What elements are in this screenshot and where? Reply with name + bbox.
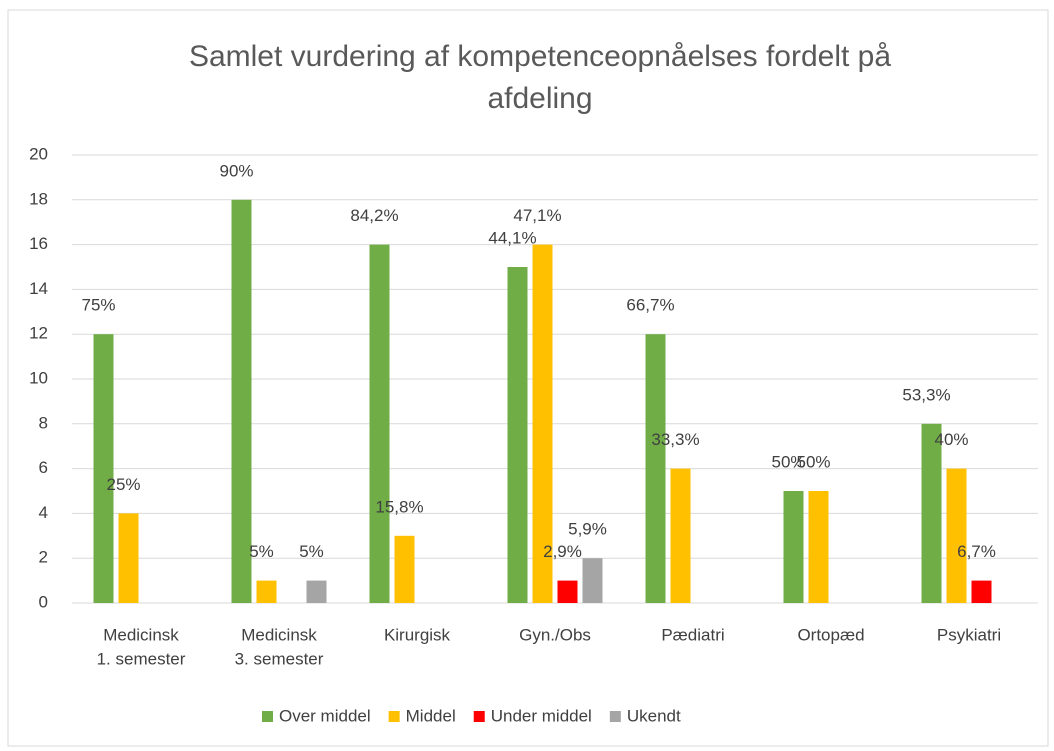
data-label: 90% xyxy=(219,161,253,180)
y-tick-label: 10 xyxy=(29,368,48,387)
bar xyxy=(532,244,553,603)
legend-label: Middel xyxy=(406,706,456,725)
y-tick-label: 18 xyxy=(29,189,48,208)
bar xyxy=(118,513,139,603)
legend-swatch xyxy=(609,711,621,722)
data-label: 33,3% xyxy=(651,430,699,449)
chart-title: Samlet vurdering af kompetenceopnåelses … xyxy=(189,40,891,73)
data-label: 2,9% xyxy=(543,542,582,561)
y-tick-label: 16 xyxy=(29,234,48,253)
data-label: 50% xyxy=(771,452,805,471)
y-tick-label: 20 xyxy=(29,144,48,163)
data-label: 15,8% xyxy=(375,497,423,516)
bar xyxy=(808,491,829,603)
data-label: 25% xyxy=(106,475,140,494)
legend-swatch xyxy=(388,711,400,722)
data-label: 40% xyxy=(934,430,968,449)
data-label: 75% xyxy=(81,296,115,315)
x-tick-label: 1. semester xyxy=(97,649,186,668)
bar xyxy=(306,580,327,603)
legend-swatch xyxy=(262,711,273,722)
bar xyxy=(971,580,992,603)
data-label: 53,3% xyxy=(902,385,950,404)
data-label: 84,2% xyxy=(350,206,398,225)
bar xyxy=(256,580,277,603)
bar xyxy=(921,423,942,603)
chart-border xyxy=(7,9,1049,747)
bar xyxy=(582,558,603,603)
data-label: 47,1% xyxy=(513,206,561,225)
bar xyxy=(394,535,415,603)
bar xyxy=(645,334,666,603)
chart-title: afdeling xyxy=(487,82,592,115)
data-label: 66,7% xyxy=(626,296,674,315)
legend-label: Under middel xyxy=(491,706,592,725)
bar xyxy=(507,267,528,603)
bar xyxy=(946,468,967,603)
x-tick-label: 3. semester xyxy=(235,649,324,668)
legend-label: Ukendt xyxy=(627,706,681,725)
x-tick-label: Kirurgisk xyxy=(384,625,451,644)
bar xyxy=(369,244,390,603)
x-tick-label: Medicinsk xyxy=(241,625,317,644)
y-tick-label: 12 xyxy=(29,324,48,343)
y-tick-label: 8 xyxy=(39,413,48,432)
data-label: 5% xyxy=(299,542,324,561)
x-tick-label: Medicinsk xyxy=(103,625,179,644)
bar xyxy=(231,199,252,604)
data-label: 5% xyxy=(249,542,274,561)
bar xyxy=(783,491,804,603)
legend-label: Over middel xyxy=(279,706,371,725)
bar xyxy=(557,580,578,603)
data-label: 44,1% xyxy=(488,228,536,247)
bar xyxy=(93,334,114,603)
y-tick-label: 2 xyxy=(39,548,48,567)
legend-swatch xyxy=(473,711,485,722)
y-tick-label: 6 xyxy=(39,458,48,477)
x-tick-label: Ortopæd xyxy=(797,625,864,644)
x-tick-label: Psykiatri xyxy=(937,625,1001,644)
y-tick-label: 0 xyxy=(39,592,48,611)
y-tick-label: 4 xyxy=(39,503,48,522)
bar xyxy=(670,468,691,603)
y-tick-label: 14 xyxy=(29,279,48,298)
data-label: 6,7% xyxy=(957,542,996,561)
x-tick-label: Gyn./Obs xyxy=(519,625,591,644)
x-tick-label: Pædiatri xyxy=(661,625,724,644)
data-label: 50% xyxy=(796,452,830,471)
data-label: 5,9% xyxy=(568,520,607,539)
